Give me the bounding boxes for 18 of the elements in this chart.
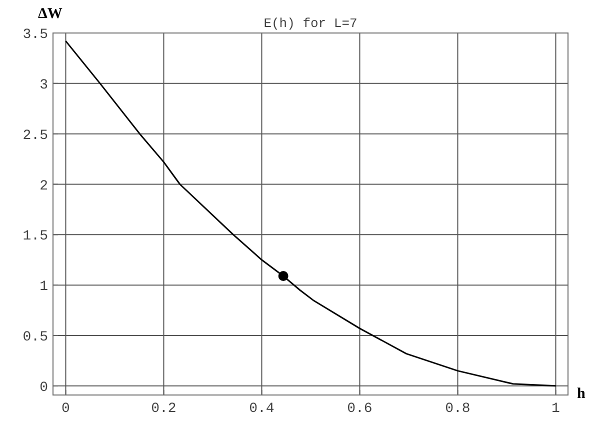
x-tick-label: 0.2 xyxy=(151,401,176,417)
y-tick-label: 0.5 xyxy=(22,330,48,346)
y-tick-label: 3 xyxy=(40,77,48,94)
line-series xyxy=(64,40,556,387)
x-axis-title: h xyxy=(577,386,586,402)
y-axis-title: ΔW xyxy=(38,6,62,22)
x-tick-label: 0 xyxy=(62,401,70,417)
y-tick-label: 2.5 xyxy=(22,128,48,144)
y-tick-label: 3.5 xyxy=(22,27,48,43)
chart-title: E(h) for L=7 xyxy=(264,16,358,31)
x-tick-label: 1 xyxy=(552,401,560,417)
y-tick-label: 0 xyxy=(40,380,48,396)
y-tick-label: 1 xyxy=(40,279,48,296)
x-tick-label: 0.6 xyxy=(347,401,372,417)
y-tick-label: 2 xyxy=(40,178,48,194)
x-tick-label: 0.8 xyxy=(445,401,470,417)
y-tick-label: 1.5 xyxy=(22,228,48,245)
x-tick-label: 0.4 xyxy=(249,401,274,417)
